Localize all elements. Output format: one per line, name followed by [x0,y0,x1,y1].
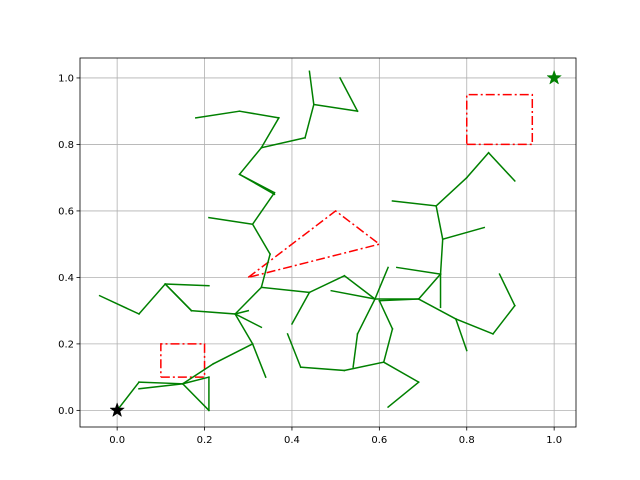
tree-edge [378,299,394,330]
tree-edge [435,176,468,207]
tree-edge [98,294,140,315]
tree-edge [441,226,486,241]
x-tick-label: 0.2 [197,435,213,446]
y-tick-label: 0.8 [58,140,74,151]
tree-edge [290,291,311,325]
tree-edge [238,173,276,196]
y-tick-label: 0.6 [58,206,74,217]
tree-edge [138,381,184,385]
tree-edge [373,266,390,300]
obstacle-triangle [247,209,382,279]
tree-edge [286,332,302,369]
tree-edge [417,297,457,320]
tree-edge [339,76,359,113]
tree-edge [308,70,315,106]
tree-edge [137,282,167,316]
tree-edge [465,151,490,179]
tree-edge [343,274,377,301]
tree-edge [260,286,311,294]
obstacle-rect-small [160,343,206,378]
tree-edge [251,223,272,256]
tree-edge [181,382,210,412]
x-tick-label: 0.8 [459,435,475,446]
x-tick-label: 0.4 [284,435,300,446]
obstacle-rect-top [465,93,534,146]
tree-edge [304,103,315,139]
tree-edge [352,333,359,369]
tree-edge [439,238,444,275]
tree-edge [234,309,250,315]
tree-edge [164,282,193,312]
markers [109,69,563,418]
tree-edge [251,342,267,379]
tree-edge [487,151,516,183]
axes-frame [79,57,577,428]
tree-edge [498,273,516,307]
y-tick-label: 0.4 [58,273,74,284]
tree-edge [238,146,263,176]
tree-edge [260,116,280,149]
tree-edge [454,318,468,352]
tree-edge [391,200,437,207]
goal-star-icon [546,69,563,85]
y-tick-label: 0.0 [58,406,74,417]
x-tick-label: 0.6 [371,435,387,446]
tree-edge [238,110,280,119]
tree-edge [234,312,263,329]
tree-edge [299,366,346,372]
tree-edge [138,382,184,390]
tree-edge [382,361,420,384]
tree-edge [234,286,263,316]
tree-edge [378,298,420,302]
tree-edge [260,253,272,289]
tree-edge [181,362,215,385]
tree-edge [260,136,306,149]
tree-edge [194,110,241,119]
tree-edge [330,289,376,300]
start-star-icon [109,402,126,418]
tree-edge [491,304,516,335]
tree [98,70,516,412]
tree-edge [356,298,376,335]
tree-edge [212,342,254,365]
tree-edge [251,191,276,226]
tree-edge [387,381,420,409]
tree-edge [417,273,442,301]
obstacles [160,93,534,378]
tree-edge [164,283,210,287]
ticks: 0.0 0.2 0.4 0.6 0.8 1.0 0.0 0.2 0.4 0.6 0.8 1.0 [58,73,562,446]
tree-edge [116,381,141,412]
x-tick-label: 0.0 [109,435,125,446]
tree-edge [382,328,394,364]
tree-edge [343,361,385,372]
y-tick-label: 0.2 [58,339,74,350]
grid [80,58,576,427]
y-tick-label: 1.0 [58,73,74,84]
tree-edge [435,205,444,241]
tree-edge [312,103,359,113]
tree-edge [308,274,346,294]
tree-edge [395,266,442,275]
x-tick-label: 1.0 [546,435,562,446]
tree-edge [454,317,494,335]
tree-edge [234,312,254,345]
tree-edge [190,309,236,315]
tree-edge [208,216,254,226]
tree-edge [181,376,210,385]
